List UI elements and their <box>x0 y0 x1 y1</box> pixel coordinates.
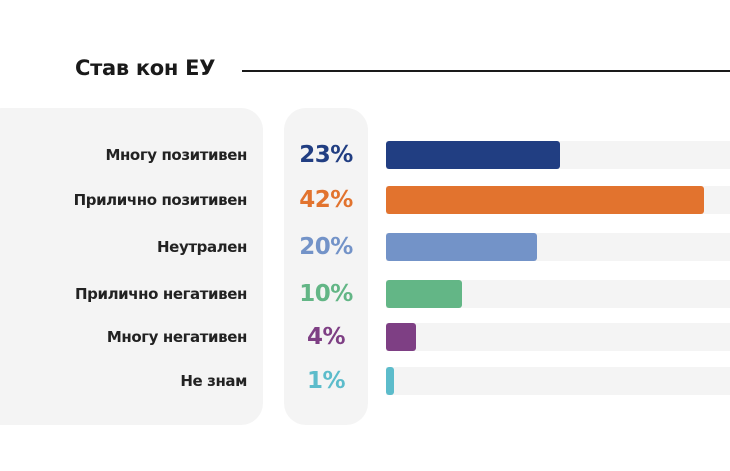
bar-track <box>386 323 730 351</box>
bar <box>386 280 462 308</box>
category-label: Многу негативен <box>106 328 248 346</box>
value-label: 42% <box>299 187 353 213</box>
labels-panel <box>0 108 263 425</box>
title-divider <box>242 70 730 72</box>
category-label: Прилично негативен <box>74 285 247 303</box>
value-label: 10% <box>299 281 353 307</box>
value-label: 1% <box>306 368 346 394</box>
percent-panel <box>284 108 368 425</box>
category-label: Неутрален <box>157 238 247 256</box>
bar-track <box>386 367 730 395</box>
bar <box>386 186 704 214</box>
bar <box>386 367 394 395</box>
value-label: 23% <box>299 142 353 168</box>
category-label: Не знам <box>180 372 247 390</box>
chart-title: Став кон ЕУ <box>75 56 216 80</box>
bar <box>386 141 561 169</box>
value-label: 4% <box>306 324 346 350</box>
bar <box>386 233 538 261</box>
category-label: Многу позитивен <box>105 146 247 164</box>
value-label: 20% <box>299 234 353 260</box>
bar <box>386 323 417 351</box>
category-label: Прилично позитивен <box>73 191 248 209</box>
